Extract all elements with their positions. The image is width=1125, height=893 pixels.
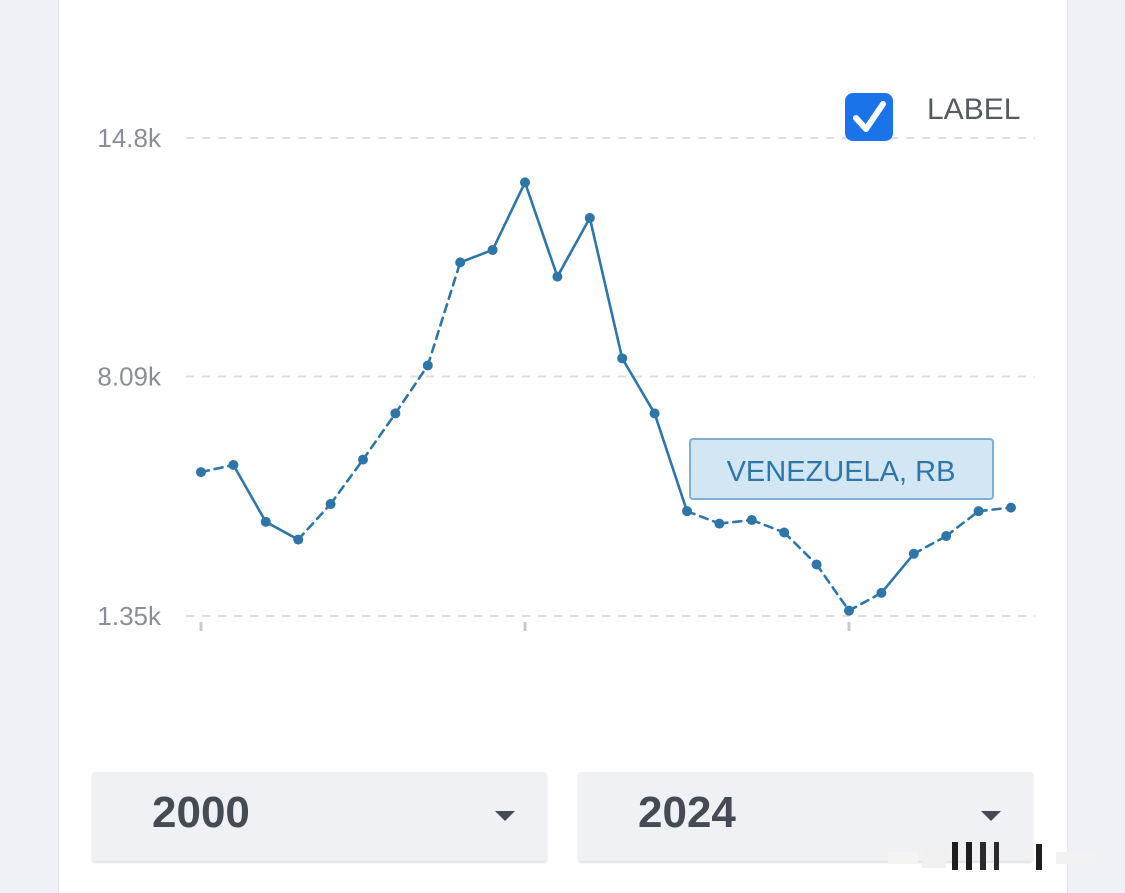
data-point[interactable] (682, 506, 692, 517)
start-year-select[interactable]: 2000 (92, 772, 547, 861)
y-tick-label: 14.8k (97, 123, 162, 153)
data-point[interactable] (228, 459, 239, 470)
series-line-segment (394, 364, 430, 415)
series-callout: VENEZUELA, RB (689, 438, 994, 500)
series-line-segment (685, 509, 721, 525)
data-point[interactable] (1006, 502, 1016, 513)
data-point[interactable] (779, 527, 790, 538)
series-line-segment (815, 563, 851, 612)
series-line-segment (880, 552, 916, 595)
series-line-segment (750, 518, 786, 534)
series-line-segment (523, 181, 559, 278)
chevron-down-icon (981, 811, 1001, 821)
series-line-segment (361, 412, 397, 461)
series-line-segment (588, 216, 624, 360)
data-point[interactable] (844, 605, 854, 616)
series-line-segment (912, 534, 948, 556)
data-point[interactable] (260, 516, 271, 527)
series-callout-label: VENEZUELA, RB (727, 456, 956, 488)
data-point[interactable] (390, 408, 401, 419)
series-line-segment (426, 261, 462, 367)
series-line-segment (718, 518, 754, 525)
data-point[interactable] (876, 587, 887, 598)
chevron-down-icon (495, 811, 515, 821)
series-line-segment (491, 181, 527, 252)
legend-item[interactable]: LABEL (845, 93, 1020, 141)
data-point[interactable] (811, 559, 822, 570)
data-point[interactable] (455, 257, 466, 268)
data-point[interactable] (973, 506, 984, 517)
series-line-segment (296, 502, 332, 541)
x-axis-ticks (199, 622, 851, 631)
series-line-segment (977, 506, 1013, 513)
series-line-segment (232, 463, 268, 524)
series-line-segment (264, 520, 300, 541)
series-line-segment (653, 412, 689, 513)
data-point[interactable] (487, 244, 498, 255)
y-tick-label: 8.09k (97, 361, 162, 391)
checkbox-checked-icon[interactable] (845, 93, 893, 141)
data-point[interactable] (325, 499, 336, 510)
data-point[interactable] (422, 360, 433, 371)
data-point[interactable] (941, 531, 952, 542)
data-point[interactable] (552, 271, 563, 282)
watermark-logo (888, 842, 1096, 870)
series-line-segment (944, 509, 980, 538)
series-line-segment (620, 357, 656, 415)
end-year-value: 2024 (638, 788, 736, 837)
series-line-segment (199, 463, 235, 474)
data-point[interactable] (196, 467, 206, 478)
data-point[interactable] (358, 454, 368, 465)
series-line-segment (782, 531, 818, 566)
data-point[interactable] (908, 548, 919, 559)
data-point[interactable] (714, 518, 725, 529)
series-points (196, 177, 1016, 616)
series-line-segment (329, 458, 365, 506)
start-year-value: 2000 (152, 788, 250, 837)
data-point[interactable] (584, 212, 595, 223)
series-line (199, 181, 1013, 612)
data-point[interactable] (520, 177, 530, 188)
data-point[interactable] (293, 534, 304, 545)
grid-lines (186, 137, 1035, 617)
data-point[interactable] (649, 408, 660, 419)
series-callout-box (689, 438, 994, 500)
series-line-segment (556, 216, 592, 278)
series-line-segment (458, 248, 494, 264)
y-axis-tick-labels: 14.8k 8.09k 1.35k (97, 123, 162, 631)
data-point[interactable] (746, 515, 757, 526)
check-mark-icon (853, 101, 886, 132)
series-line-segment (847, 591, 883, 612)
data-point[interactable] (617, 353, 628, 364)
legend-label: LABEL (927, 93, 1020, 126)
y-tick-label: 1.35k (97, 601, 162, 631)
